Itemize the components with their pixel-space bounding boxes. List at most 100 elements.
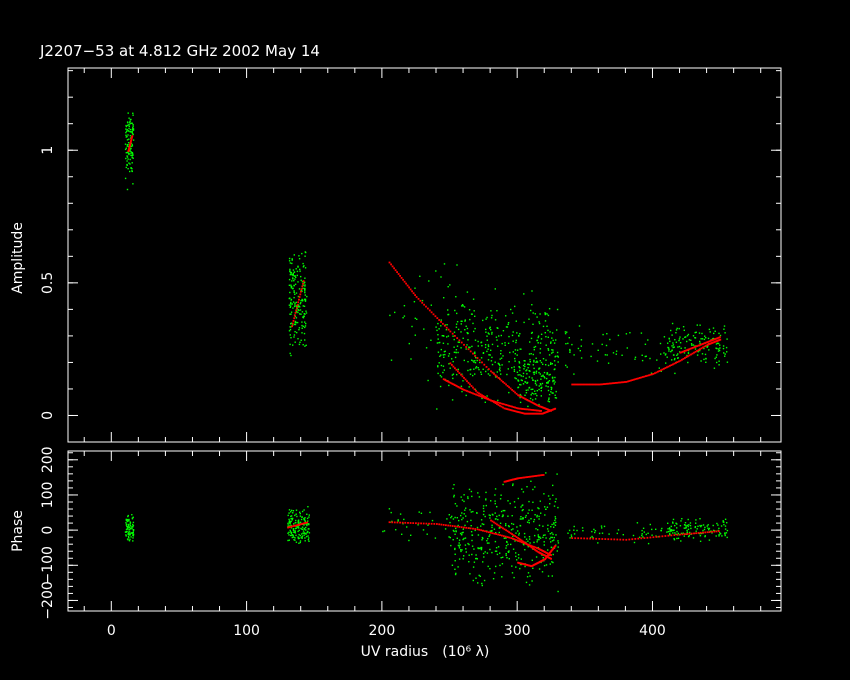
phase-data-point [526,521,529,523]
phase-data-point [455,530,457,532]
amplitude-model-point [461,375,464,378]
phase-data-point [299,540,302,542]
phase-data-point [507,543,509,546]
amplitude-data-point [716,347,718,350]
phase-model-point [508,531,510,534]
amplitude-data-point [125,128,127,130]
amplitude-data-point [529,370,531,372]
amplitude-data-point [487,344,490,346]
phase-data-point [499,564,501,567]
amplitude-data-point [524,381,527,383]
amplitude-data-point [480,371,482,373]
phase-data-point [557,506,559,509]
phase-model-point [523,476,525,479]
phase-data-point [538,518,540,520]
phase-data-point [476,526,479,529]
phase-data-point [516,526,518,528]
amplitude-data-point [525,392,528,394]
amplitude-data-point [649,357,651,360]
phase-model-point [702,531,704,534]
phase-data-point [495,532,497,534]
amplitude-model-point [496,403,498,405]
phase-data-point [301,516,303,518]
amplitude-data-point [512,331,514,333]
phase-data-point [290,515,292,518]
amplitude-data-point [289,268,291,271]
amplitude-data-point [505,315,507,317]
phase-data-point [534,514,536,516]
amplitude-model-point [482,396,485,399]
phase-data-point [555,521,557,524]
phase-data-point [127,532,129,535]
phase-data-point [458,545,460,547]
amplitude-data-point [500,373,502,375]
amplitude-data-point [541,386,543,389]
amplitude-data-point [294,323,297,326]
amplitude-model-point [678,360,680,363]
amplitude-model-point [715,337,718,340]
amplitude-data-point [466,344,468,346]
amplitude-data-point [513,370,516,372]
phase-data-point [537,507,539,509]
amplitude-data-point [481,397,483,400]
amplitude-data-point [719,344,721,346]
amplitude-model-point [511,405,513,408]
amplitude-data-point [292,301,295,303]
amplitude-data-point [548,354,551,356]
amplitude-data-point [605,344,608,347]
phase-data-point [470,511,472,513]
amplitude-ticks: 00.51 [40,68,781,443]
phase-model-point [456,525,459,528]
amplitude-data-point [132,133,134,136]
phase-model-point [711,530,713,533]
amplitude-data-point [453,346,455,348]
amplitude-data-point [530,388,532,391]
phase-data-point [633,541,636,544]
phase-data-point [485,504,487,507]
phase-data-point [446,518,448,520]
amplitude-model-point [530,409,533,411]
amplitude-data-point [474,373,476,375]
amplitude-data-point [550,386,552,389]
amplitude-model-point [628,380,631,382]
amplitude-data-point [552,351,554,353]
amplitude-model-point [523,408,526,411]
phase-data-point [641,529,643,532]
phase-model-point [529,545,532,548]
amplitude-data-point [506,326,509,328]
amplitude-model-point [673,362,676,365]
phase-data-point [459,532,462,535]
amplitude-model-point [481,361,483,364]
amplitude-model-point [469,391,471,394]
phase-data-point [688,535,690,537]
phase-data-point [482,561,484,563]
amplitude-model-point [509,405,512,408]
amplitude-data-point [296,321,299,324]
amplitude-data-point [538,322,541,325]
amplitude-model-point [522,412,525,415]
amplitude-data-point [523,360,525,362]
phase-data-point [525,514,527,517]
amplitude-data-point [523,368,525,370]
phase-model-point [580,537,583,540]
amplitude-data-point [699,342,701,344]
amplitude-data-point [519,396,521,399]
phase-data-point [724,533,726,535]
amplitude-data-point [292,274,294,277]
phase-data-point [131,514,133,516]
phase-data-point [520,516,522,518]
phase-data-point [402,523,404,525]
amplitude-data-point [469,369,471,371]
amplitude-data-point [597,349,599,351]
phase-data-point [479,575,481,577]
phase-data-point [483,579,486,582]
amplitude-data-point [474,360,476,362]
phase-data-point [449,521,451,524]
phase-data-point [126,538,129,540]
amplitude-data-point [724,353,726,355]
phase-data-point [536,541,538,543]
amplitude-model-point [490,370,492,373]
amplitude-data-point [487,373,490,375]
amplitude-model-point [479,393,482,396]
phase-data-point [304,537,306,539]
